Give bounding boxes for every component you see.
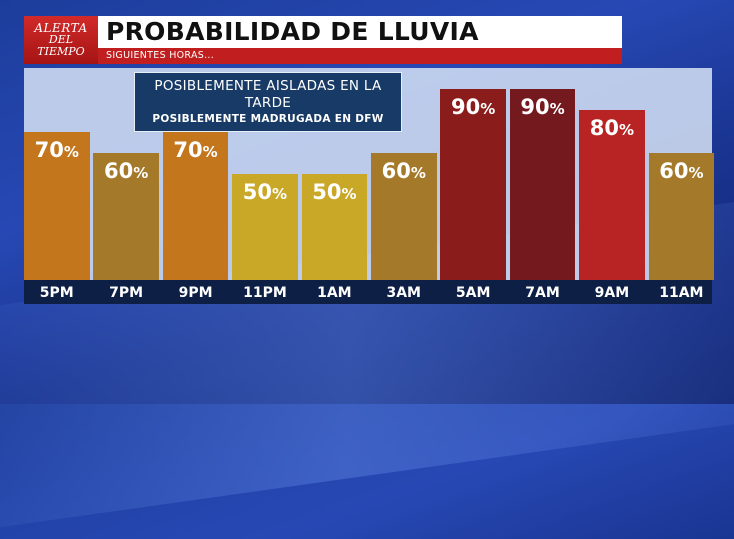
bar-value-label: 60% bbox=[104, 158, 149, 183]
x-tick-label: 9AM bbox=[594, 285, 630, 301]
bar-5pm: 70% bbox=[24, 131, 90, 280]
bar-value-label: 70% bbox=[173, 137, 218, 162]
x-tick-label: 7PM bbox=[109, 285, 144, 301]
forecast-note: POSIBLEMENTE AISLADAS EN LA TARDE POSIBL… bbox=[134, 72, 402, 132]
x-tick-label: 5AM bbox=[455, 285, 491, 301]
x-axis-bar bbox=[24, 280, 712, 304]
logo-line-1: ALERTA bbox=[34, 21, 88, 35]
x-tick-label: 7AM bbox=[525, 285, 560, 301]
bar-9pm: 70% bbox=[162, 131, 229, 280]
header: ALERTA DEL TIEMPO PROBABILIDAD DE LLUVIA… bbox=[24, 16, 622, 64]
bar-7pm: 60% bbox=[93, 152, 159, 280]
bar-value-label: 50% bbox=[312, 180, 357, 204]
logo-line-2: DEL TIEMPO bbox=[37, 33, 85, 58]
bar-value-label: 60% bbox=[381, 158, 426, 183]
alerta-logo: ALERTA DEL TIEMPO bbox=[24, 16, 98, 64]
bar-11pm: 50% bbox=[232, 174, 298, 280]
bar-value-label: 50% bbox=[242, 180, 288, 204]
bar-value-label: 90% bbox=[451, 95, 496, 120]
bar-1am: 50% bbox=[301, 174, 368, 280]
x-tick-label: 11PM bbox=[243, 285, 287, 301]
note-line-2: POSIBLEMENTE MADRUGADA EN DFW bbox=[152, 113, 384, 125]
note-line-1: POSIBLEMENTE AISLADAS EN LA TARDE bbox=[154, 78, 382, 111]
x-tick-label: 5PM bbox=[39, 285, 74, 301]
page-title: PROBABILIDAD DE LLUVIA bbox=[98, 16, 622, 48]
bar-9am: 80% bbox=[579, 110, 645, 280]
bar-value-label: 90% bbox=[520, 95, 565, 120]
x-tick-label: 1AM bbox=[317, 285, 352, 301]
bar-value-label: 70% bbox=[34, 137, 79, 162]
bar-value-label: 60% bbox=[659, 158, 704, 183]
x-tick-label: 9PM bbox=[178, 285, 213, 301]
bar-11am: 60% bbox=[648, 152, 715, 280]
x-tick-label: 11AM bbox=[659, 285, 704, 301]
bar-3am: 60% bbox=[371, 152, 437, 280]
page-subtitle: SIGUIENTES HORAS... bbox=[98, 48, 622, 64]
bar-5am: 90% bbox=[440, 89, 506, 280]
bar-7am: 90% bbox=[509, 89, 576, 280]
bar-value-label: 80% bbox=[589, 116, 635, 141]
x-tick-label: 3AM bbox=[386, 285, 421, 301]
